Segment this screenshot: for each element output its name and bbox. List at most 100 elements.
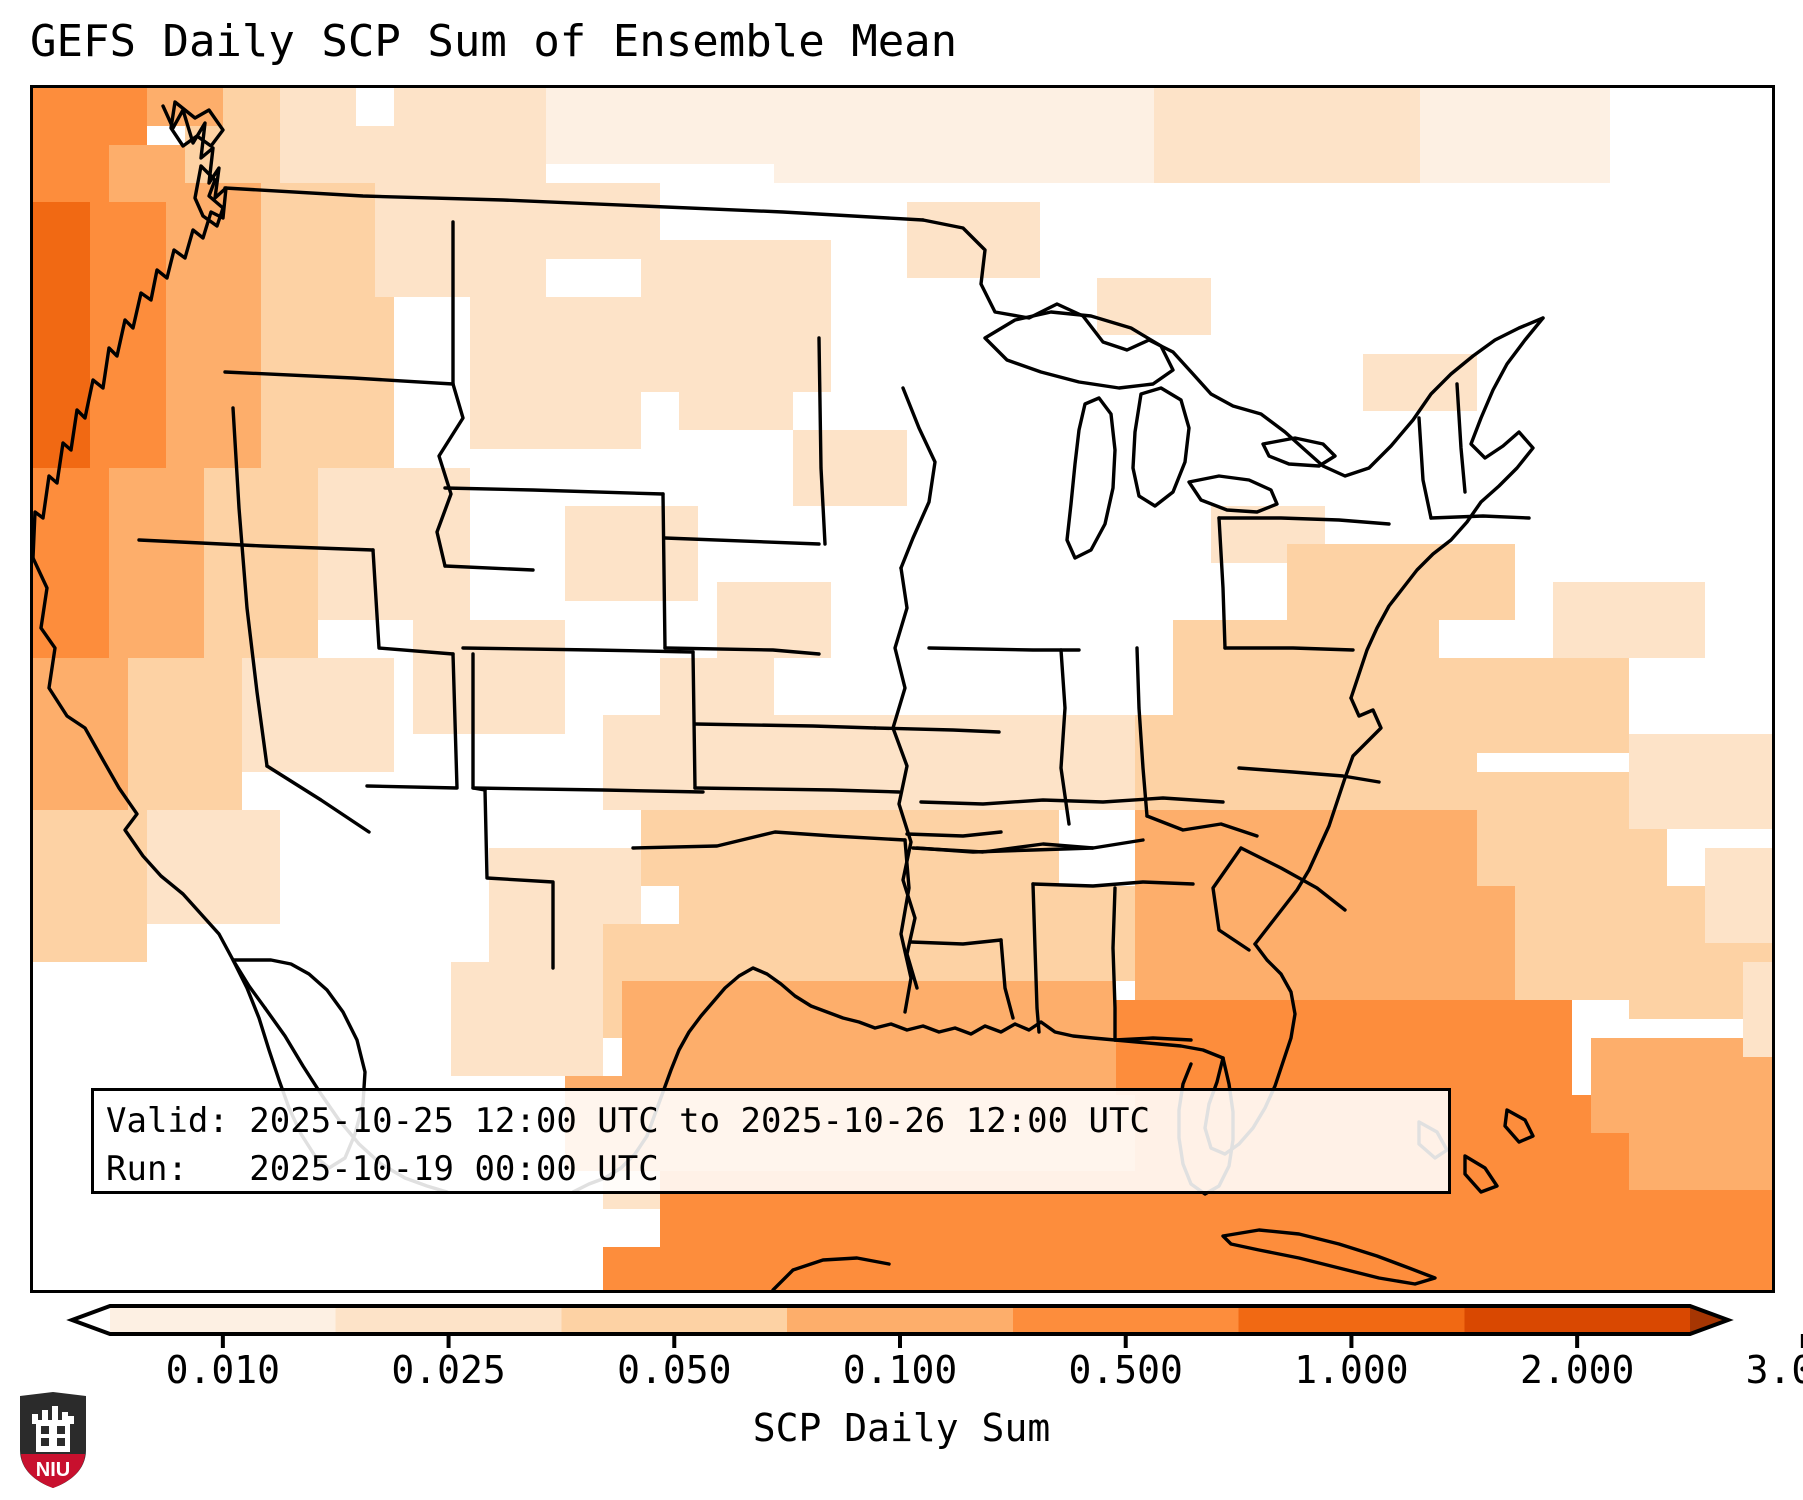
colorbar-tick-label: 0.010 [165, 1348, 281, 1392]
coastline-gulf [645, 966, 1225, 1138]
border-az-nm [471, 652, 487, 792]
border-wa-or [223, 370, 455, 386]
data-cell [394, 88, 546, 164]
colorbar-tick-label: 3.000 [1745, 1348, 1803, 1392]
colorbar-outline [66, 1304, 1734, 1336]
lake-superior [983, 310, 1175, 390]
data-cell [166, 297, 261, 468]
border-id-mt [435, 382, 465, 568]
lake-huron [1131, 386, 1191, 508]
data-cell [261, 183, 375, 297]
colorbar-extend-max [1690, 1306, 1728, 1334]
data-cell [33, 202, 90, 316]
colorbar-axis-label: SCP Daily Sum [752, 1406, 1051, 1450]
coastline-bahamas-2 [1463, 1154, 1499, 1194]
data-cell [1553, 582, 1705, 658]
data-cell [90, 316, 166, 468]
colorbar-band [1238, 1306, 1465, 1334]
colorbar-extend-min [72, 1306, 110, 1334]
coastline-vancouver-island [169, 100, 225, 148]
data-cell [1173, 620, 1439, 715]
data-cell [793, 430, 907, 506]
lake-erie [1187, 474, 1279, 514]
coastline-yucatan [771, 1256, 891, 1290]
data-cell [204, 468, 318, 658]
colorbar-band [1012, 1306, 1240, 1334]
page-title: GEFS Daily SCP Sum of Ensemble Mean [30, 16, 958, 67]
border-nm-tx [483, 788, 555, 970]
coastline-northeast [1349, 316, 1545, 700]
data-cell [565, 506, 698, 601]
border-mn-wi [899, 386, 937, 570]
data-cell [1135, 810, 1515, 905]
border-oh-ky [1145, 814, 1259, 838]
border-ca-az [265, 764, 371, 834]
border-ok-tx [631, 830, 907, 850]
colorbar-tick-label: 2.000 [1519, 1348, 1635, 1392]
data-cell [1420, 88, 1610, 183]
border-ut-az [365, 652, 459, 790]
border-mt-wy [443, 486, 665, 496]
border-in-oh [1135, 646, 1149, 818]
run-line: Run: 2025-10-19 00:00 UTC [106, 1149, 659, 1189]
border-sd-ne [663, 646, 821, 656]
coastline-pacific-northwest [33, 104, 228, 560]
border-ca-nv [231, 406, 269, 768]
niu-logo: NIU [20, 1392, 86, 1488]
border-canada-us-west [223, 186, 925, 222]
data-cell [413, 620, 565, 734]
data-cell [280, 88, 356, 126]
colorbar-band [787, 1306, 1014, 1334]
border-va-nc [1237, 766, 1381, 784]
border-id-wy [443, 564, 535, 572]
logo-castle-windows [41, 1426, 65, 1446]
border-mississippi-river [891, 566, 919, 990]
colorbar-tick-label: 0.100 [842, 1348, 958, 1392]
data-cell [1439, 658, 1629, 753]
data-cell [451, 962, 603, 1076]
data-cell [679, 354, 793, 430]
border-ne-ks [693, 722, 877, 730]
colorbar-tick-label: 0.050 [617, 1348, 732, 1392]
coastline-mid-atlantic [1253, 696, 1383, 946]
data-cell [603, 1247, 1097, 1290]
data-cell [527, 183, 660, 259]
border-or-ca [137, 538, 375, 552]
border-nd-sd [663, 536, 821, 546]
data-cell [33, 88, 147, 145]
border-sc-ga [1211, 846, 1251, 952]
geography-layer [33, 100, 1545, 1290]
data-cell [375, 164, 546, 297]
colorbar-canvas [66, 1304, 1803, 1348]
border-tn-ga-al [1031, 880, 1195, 888]
valid-line: Valid: 2025-10-25 12:00 UTC to 2025-10-2… [106, 1101, 1150, 1141]
lake-michigan [1065, 396, 1117, 560]
data-cell [109, 468, 204, 658]
colorbar-tick-label: 1.000 [1294, 1348, 1409, 1392]
colorbar-band [561, 1306, 788, 1334]
data-cell [546, 88, 774, 164]
data-cell [223, 88, 280, 126]
colorbar-tick-label: 0.025 [391, 1348, 506, 1392]
colorbar-band [1464, 1306, 1691, 1334]
border-oh-pa [1217, 516, 1227, 650]
border-nv-ut [371, 548, 455, 656]
border-ar-la [909, 938, 1003, 946]
data-cell [242, 658, 394, 772]
colorbar-band [110, 1306, 337, 1334]
data-cell [33, 658, 128, 810]
colorbar [0, 1300, 1803, 1350]
border-tx-la [899, 838, 913, 1014]
data-cell [774, 88, 1154, 183]
border-wy-sd [661, 492, 667, 650]
colorbar-ticks [220, 1334, 1803, 1348]
coastline-olympic-puget [193, 164, 225, 228]
lake-ontario [1261, 436, 1337, 468]
data-cell [470, 297, 641, 449]
data-cell [717, 582, 831, 658]
border-wi-il [927, 646, 1081, 652]
border-ma-ct [1429, 514, 1531, 520]
data-cell [1629, 734, 1772, 829]
border-ny-vt [1417, 416, 1433, 520]
data-cell [1705, 848, 1772, 943]
